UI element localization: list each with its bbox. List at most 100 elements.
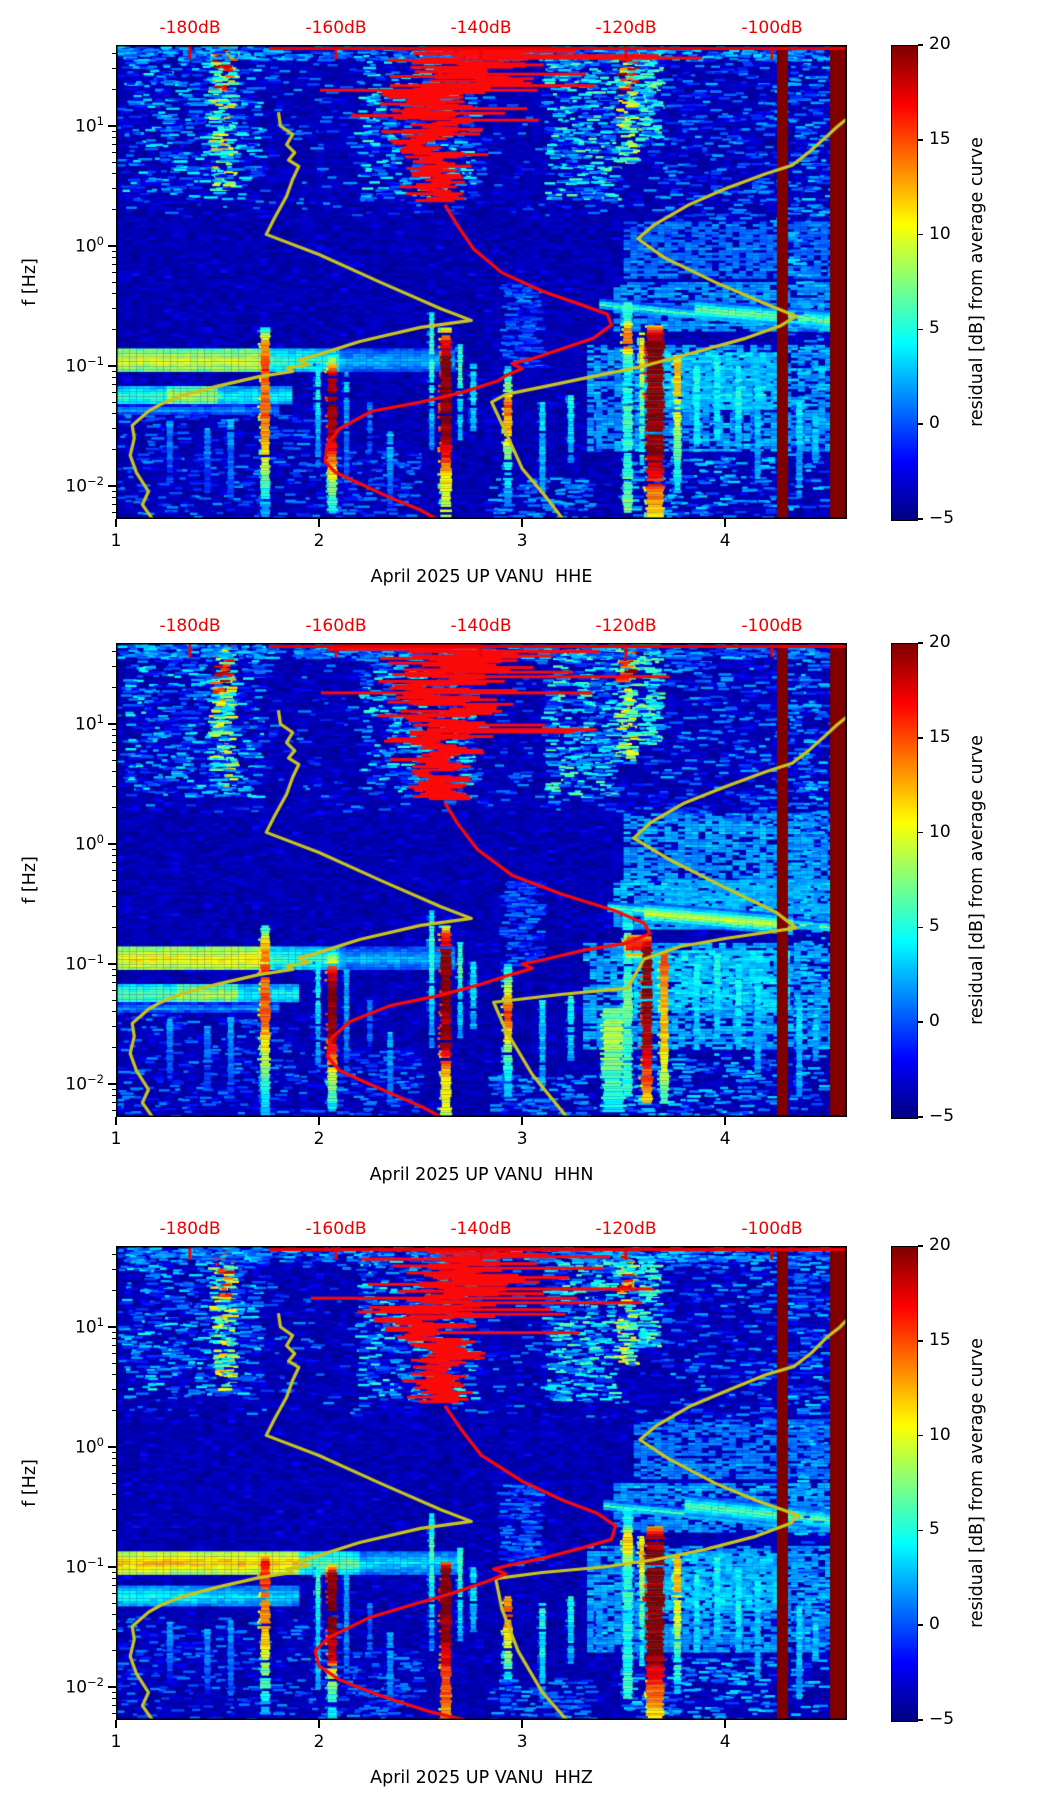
colorbar-tick-label: 0: [929, 1011, 940, 1032]
y-axis-minor-tick: [111, 1344, 116, 1347]
top-axis-label: -120dB: [595, 18, 657, 38]
y-axis-minor-tick: [111, 1290, 116, 1292]
y-axis-minor-tick: [111, 263, 116, 266]
y-axis-minor-tick: [111, 1389, 116, 1391]
y-axis-minor-tick: [111, 281, 116, 283]
colorbar-tick: [918, 926, 923, 929]
y-axis-minor-tick: [111, 1629, 116, 1631]
y-tick-label: 10−2: [65, 474, 104, 497]
y-axis-minor-tick: [111, 130, 116, 133]
y-tick-label: 10−1: [65, 1555, 104, 1578]
plot-title-hhn: April 2025 UP VANU HHN: [369, 1165, 594, 1185]
y-axis-minor-tick: [111, 1713, 116, 1715]
y-axis-minor-tick: [111, 173, 116, 175]
colorbar-tick: [918, 139, 923, 141]
y-axis-minor-tick: [111, 975, 116, 977]
y-axis-tick: [108, 1083, 116, 1085]
plot-title-hhz: April 2025 UP VANU HHZ: [370, 1768, 593, 1788]
top-axis-label: -140dB: [450, 616, 512, 636]
y-axis-minor-tick: [111, 735, 116, 737]
x-tick-label: 3: [516, 531, 528, 551]
y-axis-minor-tick: [111, 1095, 116, 1097]
y-axis-minor-tick: [111, 1473, 116, 1475]
y-axis-minor-tick: [111, 1691, 116, 1694]
top-axis-label: -120dB: [595, 1219, 657, 1239]
y-axis-minor-tick: [111, 861, 116, 864]
y-axis-minor-tick: [111, 250, 116, 253]
y-tick-label: 101: [75, 712, 104, 735]
y-tick-label: 100: [75, 832, 104, 855]
y-axis-tick: [108, 843, 116, 845]
y-axis-minor-tick: [111, 413, 116, 415]
top-axis-label: -180dB: [159, 616, 221, 636]
colorbar-tick-label: −5: [929, 1106, 955, 1126]
colorbar-tick-label: 15: [929, 726, 951, 747]
y-axis-tick: [108, 1446, 116, 1448]
y-axis-minor-tick: [111, 1047, 116, 1049]
colorbar-tick: [918, 1116, 923, 1118]
top-axis-label: -160dB: [305, 18, 367, 38]
y-axis-minor-tick: [111, 89, 116, 91]
y-axis-minor-tick: [111, 503, 116, 506]
y-axis-minor-tick: [111, 1578, 116, 1580]
y-axis-minor-tick: [111, 879, 116, 881]
y-axis-tick: [108, 1686, 116, 1688]
colorbar-tick: [918, 1624, 923, 1626]
y-axis-minor-tick: [111, 1650, 116, 1652]
x-axis-tick: [318, 1720, 320, 1728]
y-axis-minor-tick: [111, 308, 116, 310]
y-axis-minor-tick: [111, 1410, 116, 1412]
y-axis-minor-tick: [111, 807, 116, 809]
x-axis-tick: [724, 1720, 726, 1728]
y-axis-minor-tick: [111, 1464, 116, 1467]
x-tick-label: 2: [313, 531, 325, 551]
y-axis-minor-tick: [111, 497, 116, 499]
colorbar-tick-label: 15: [929, 1329, 951, 1350]
y-axis-minor-tick: [111, 1698, 116, 1700]
x-tick-label: 1: [110, 1732, 122, 1752]
colorbar-tick: [918, 737, 923, 739]
x-axis-tick: [115, 1720, 117, 1728]
x-axis-tick: [318, 519, 320, 527]
x-axis-tick: [115, 1117, 117, 1125]
y-axis-minor-tick: [111, 651, 116, 653]
colorbar-tick: [918, 233, 923, 236]
colorbar-tick: [918, 1719, 923, 1721]
top-axis-label: -100dB: [741, 616, 803, 636]
x-tick-label: 1: [110, 531, 122, 551]
y-axis-minor-tick: [111, 209, 116, 211]
x-axis-tick: [115, 519, 117, 527]
y-axis-minor-tick: [111, 1110, 116, 1112]
y-axis-minor-tick: [111, 968, 116, 971]
y-axis-minor-tick: [111, 1614, 116, 1616]
y-axis-label: f [Hz]: [20, 856, 40, 904]
y-axis-minor-tick: [111, 329, 116, 331]
colorbar-tick: [918, 1245, 923, 1247]
y-axis-minor-tick: [111, 512, 116, 514]
y-axis-minor-tick: [111, 927, 116, 929]
x-axis-tick: [521, 1720, 523, 1728]
y-axis-tick: [108, 245, 116, 247]
y-axis-minor-tick: [111, 1571, 116, 1574]
x-tick-label: 2: [313, 1732, 325, 1752]
y-axis-minor-tick: [111, 1458, 116, 1460]
y-axis-minor-tick: [111, 1088, 116, 1091]
colorbar-label: residual [dB] from average curve: [967, 1338, 987, 1628]
y-axis-minor-tick: [111, 1482, 116, 1484]
x-tick-label: 3: [516, 1732, 528, 1752]
y-axis-minor-tick: [111, 370, 116, 373]
y-axis-minor-tick: [111, 999, 116, 1001]
spectrogram-canvas-hhe: [116, 45, 847, 519]
y-tick-label: 100: [75, 234, 104, 257]
y-tick-label: 10−2: [65, 1675, 104, 1698]
colorbar-canvas: [891, 45, 918, 521]
y-axis-minor-tick: [111, 490, 116, 493]
y-axis-minor-tick: [111, 1509, 116, 1511]
colorbar-tick-label: 20: [929, 632, 951, 652]
y-axis-minor-tick: [111, 1254, 116, 1256]
y-axis-minor-tick: [111, 401, 116, 403]
top-axis-label: -160dB: [305, 616, 367, 636]
colorbar-tick: [918, 1434, 923, 1437]
colorbar-tick: [918, 1021, 923, 1023]
